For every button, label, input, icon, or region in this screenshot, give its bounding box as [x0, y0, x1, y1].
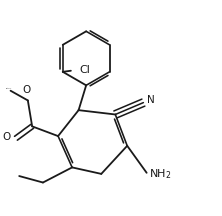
- Text: O: O: [23, 85, 31, 95]
- Text: Cl: Cl: [79, 65, 90, 75]
- Text: N: N: [147, 95, 154, 105]
- Text: methoxy: methoxy: [6, 87, 13, 89]
- Text: NH$_2$: NH$_2$: [149, 167, 171, 181]
- Text: O: O: [2, 132, 11, 142]
- Text: methoxy: methoxy: [7, 86, 14, 87]
- Text: methoxy: methoxy: [6, 86, 12, 87]
